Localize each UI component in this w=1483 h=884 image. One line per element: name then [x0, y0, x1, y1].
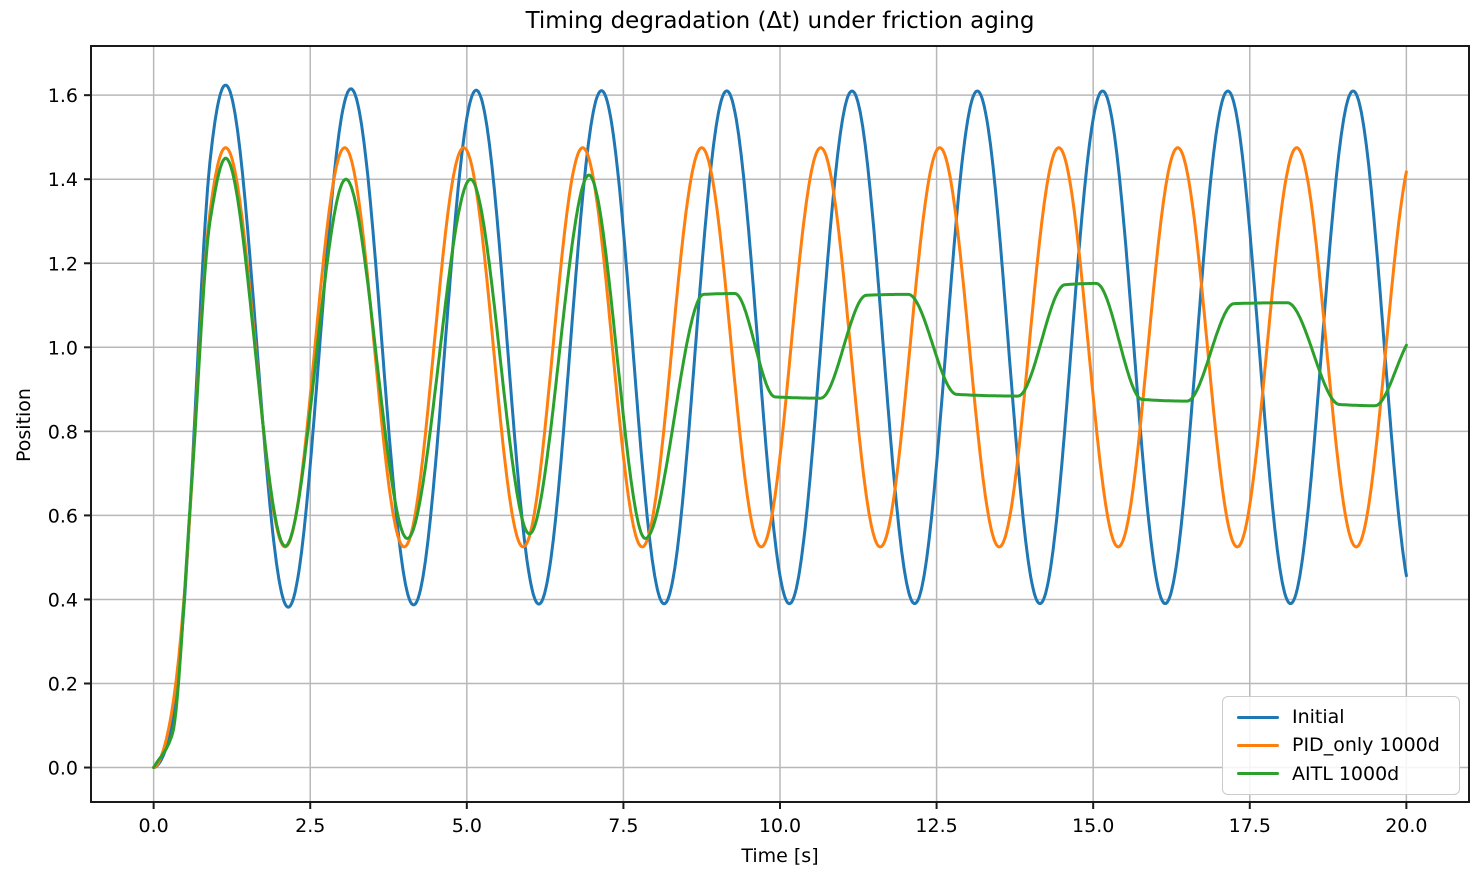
chart-title: Timing degradation (Δt) under friction a… — [525, 8, 1035, 34]
y-tick-label-0.2: 0.2 — [48, 673, 78, 695]
series-line-initial — [152, 83, 1408, 769]
series-line-aitl-1000d — [152, 156, 1408, 769]
x-tick-label-0.0: 0.0 — [139, 815, 169, 837]
y-tick-label-0.8: 0.8 — [48, 421, 78, 443]
x-tick-label-12.5: 12.5 — [915, 815, 957, 837]
x-tick-label-20.0: 20.0 — [1385, 815, 1427, 837]
y-axis-label: Position — [13, 388, 35, 462]
y-tick-label-0.4: 0.4 — [48, 589, 78, 611]
legend-line-pid-only-icon — [1237, 743, 1279, 747]
x-tick-label-10.0: 10.0 — [759, 815, 801, 837]
y-tick-label-0.6: 0.6 — [48, 505, 78, 527]
legend-label: AITL 1000d — [1292, 762, 1400, 785]
y-tick-label-1.2: 1.2 — [48, 253, 78, 275]
legend: Initial PID_only 1000d AITL 1000d — [1222, 696, 1460, 795]
x-tick-label-17.5: 17.5 — [1229, 815, 1271, 837]
x-tick-label-15.0: 15.0 — [1072, 815, 1114, 837]
legend-label: PID_only 1000d — [1292, 734, 1440, 757]
legend-line-initial-icon — [1237, 715, 1279, 719]
x-tick-label-7.5: 7.5 — [608, 815, 638, 837]
legend-entry: PID_only 1000d — [1233, 731, 1449, 759]
x-tick-label-5.0: 5.0 — [452, 815, 482, 837]
x-tick-label-2.5: 2.5 — [295, 815, 325, 837]
legend-label: Initial — [1292, 706, 1345, 729]
x-axis-label: Time [s] — [741, 845, 819, 867]
y-tick-label-0.0: 0.0 — [48, 758, 78, 780]
y-tick-label-1.6: 1.6 — [48, 85, 78, 107]
series-line-pid-only-1000d — [152, 146, 1408, 769]
y-tick-label-1.4: 1.4 — [48, 169, 78, 191]
legend-line-aitl-icon — [1237, 772, 1279, 776]
y-tick-label-1.0: 1.0 — [48, 337, 78, 359]
legend-entry: AITL 1000d — [1233, 760, 1449, 788]
legend-entry: Initial — [1233, 703, 1449, 731]
